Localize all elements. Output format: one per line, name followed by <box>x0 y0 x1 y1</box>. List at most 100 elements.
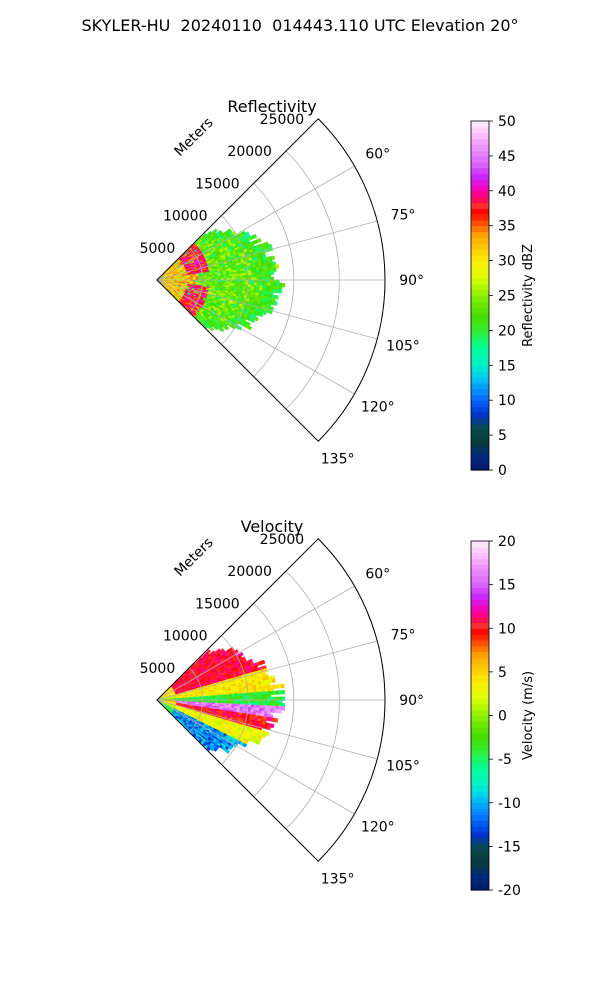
data-cell <box>280 683 285 689</box>
range-tick-label: 10000 <box>163 209 208 225</box>
colorbar-segment <box>471 826 489 833</box>
panel-title: Velocity <box>241 517 304 536</box>
data-cell <box>273 301 278 306</box>
colorbar-segment <box>471 167 489 174</box>
angle-tick-label: 60° <box>365 147 390 163</box>
colorbar-segment <box>471 278 489 285</box>
colorbar-tick-label: 15 <box>498 358 516 374</box>
colorbar-segment <box>471 266 489 273</box>
range-axis-label: Meters <box>172 535 217 580</box>
colorbar-segment <box>471 190 489 198</box>
angle-tick-label: 75° <box>391 208 416 224</box>
colorbar-segment <box>471 301 489 308</box>
colorbar-segment <box>471 248 489 256</box>
colorbar-segment <box>471 575 489 583</box>
colorbar-segment <box>471 750 489 757</box>
colorbar-segment <box>471 762 489 769</box>
colorbar-segment <box>471 400 489 407</box>
colorbar-segment <box>471 417 489 425</box>
colorbar-segment <box>471 161 489 169</box>
colorbar-label: Velocity (m/s) <box>521 671 536 760</box>
colorbar-segment <box>471 831 489 839</box>
colorbar-segment <box>471 283 489 291</box>
colorbar-segment <box>471 150 489 157</box>
colorbar-segment <box>471 173 489 180</box>
angle-tick-label: 90° <box>399 693 424 709</box>
angle-tick-label: 105° <box>386 338 420 354</box>
colorbar-segment <box>471 703 489 711</box>
colorbar-segment <box>471 552 489 560</box>
colorbar-tick-label: 35 <box>498 219 516 235</box>
colorbar-segment <box>471 872 489 879</box>
colorbar-segment <box>471 254 489 262</box>
colorbar-tick-label: 0 <box>498 463 507 479</box>
colorbar-segment <box>471 330 489 337</box>
data-cell <box>270 270 275 276</box>
colorbar-segment <box>471 738 489 746</box>
colorbar-tick-label: 5 <box>498 428 507 444</box>
angle-tick-label: 105° <box>386 758 420 774</box>
colorbar-segment <box>471 452 489 459</box>
colorbar-tick-label: 45 <box>498 149 516 165</box>
colorbar-segment <box>471 371 489 378</box>
angle-tick-label: 75° <box>391 628 416 644</box>
data-field <box>156 228 286 333</box>
colorbar-segment <box>471 365 489 372</box>
colorbar-segment <box>471 440 489 448</box>
colorbar-segment <box>471 196 489 204</box>
colorbar-segment <box>471 121 489 128</box>
colorbar-segment <box>471 202 489 209</box>
colorbar-segment <box>471 628 489 635</box>
colorbar-segment <box>471 663 489 670</box>
colorbar-segment <box>471 132 489 140</box>
colorbar-segment <box>471 622 489 629</box>
colorbar-segment <box>471 849 489 856</box>
colorbar-segment <box>471 546 489 554</box>
range-axis-label: Meters <box>172 115 217 160</box>
colorbar-segment <box>471 359 489 366</box>
colorbar-tick-label: -10 <box>498 796 521 812</box>
colorbar-tick-label: -5 <box>498 752 512 768</box>
colorbar-segment <box>471 318 489 326</box>
data-cell <box>274 718 279 723</box>
colorbar-segment <box>471 570 489 577</box>
colorbar-segment <box>471 272 489 279</box>
colorbar-segment <box>471 394 489 401</box>
colorbar-segment <box>471 179 489 186</box>
colorbar-segment <box>471 639 489 647</box>
colorbar-segment <box>471 599 489 606</box>
colorbar-segment <box>471 593 489 600</box>
data-cell <box>271 678 276 684</box>
colorbar-segment <box>471 692 489 699</box>
colorbar-segment <box>471 802 489 810</box>
colorbar-segment <box>471 645 489 653</box>
colorbar-tick-label: 10 <box>498 621 516 637</box>
colorbar-segment <box>471 214 489 221</box>
colorbar-segment <box>471 709 489 717</box>
colorbar-segment <box>471 289 489 297</box>
range-tick-label: 20000 <box>227 144 272 160</box>
colorbar-segment <box>471 219 489 227</box>
colorbar-segment <box>471 878 489 885</box>
colorbar-segment <box>471 796 489 804</box>
range-tick-label: 15000 <box>195 176 240 192</box>
colorbar-segment <box>471 680 489 688</box>
colorbar-segment <box>471 423 489 430</box>
colorbar-segment <box>471 866 489 874</box>
data-cell <box>278 709 283 714</box>
data-cell <box>262 310 267 316</box>
data-cell <box>281 689 286 695</box>
data-cell <box>257 238 262 243</box>
colorbar-segment <box>471 860 489 868</box>
colorbar-tick-label: 15 <box>498 578 516 594</box>
angle-tick-label: 90° <box>399 273 424 289</box>
colorbar-segment <box>471 260 489 268</box>
colorbar-segment <box>471 732 489 740</box>
colorbar-tick-label: 5 <box>498 665 507 681</box>
angle-tick-label: 120° <box>361 819 395 835</box>
colorbar-segment <box>471 225 489 233</box>
colorbar-segment <box>471 336 489 343</box>
